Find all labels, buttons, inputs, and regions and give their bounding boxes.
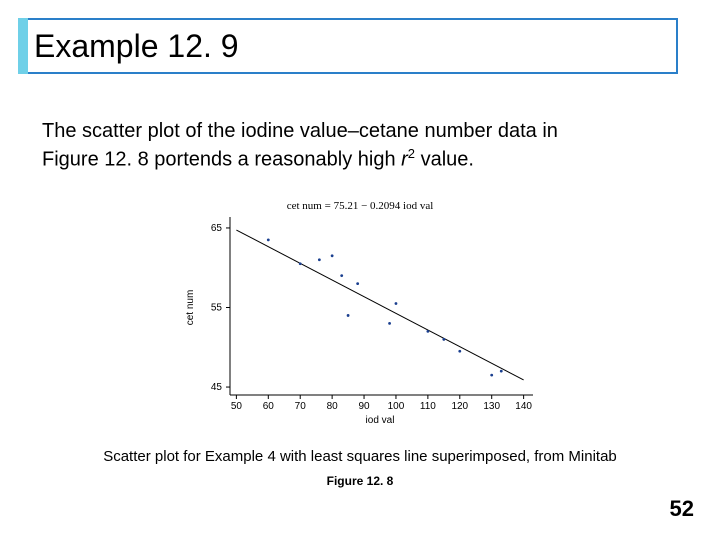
svg-text:65: 65	[211, 223, 223, 234]
body-paragraph: The scatter plot of the iodine value–cet…	[42, 118, 672, 174]
svg-text:110: 110	[420, 401, 436, 412]
svg-text:80: 80	[327, 401, 339, 412]
plot-area: 50 60 70 80 90 100 110 120 130 140 45 55 65 iod val ce…	[185, 217, 533, 426]
svg-text:120: 120	[451, 401, 468, 412]
slide-title: Example 12. 9	[34, 28, 239, 65]
title-accent	[18, 18, 28, 74]
svg-text:50: 50	[231, 401, 243, 412]
svg-text:100: 100	[388, 401, 405, 412]
figure-caption: Scatter plot for Example 4 with least sq…	[0, 448, 720, 465]
body-line-2a: Figure 12. 8 portends a reasonably high	[42, 149, 401, 171]
page-number: 52	[670, 496, 694, 522]
svg-text:90: 90	[358, 401, 370, 412]
svg-text:cet num: cet num	[185, 290, 196, 326]
body-line-2b: value.	[415, 149, 474, 171]
svg-text:45: 45	[211, 382, 223, 393]
svg-text:130: 130	[483, 401, 500, 412]
body-line-1: The scatter plot of the iodine value–cet…	[42, 120, 558, 142]
svg-text:iod val: iod val	[366, 415, 395, 426]
title-box: Example 12. 9	[18, 18, 678, 74]
svg-text:60: 60	[263, 401, 275, 412]
scatter-chart: cet num = 75.21 − 0.2094 iod val 50 60 70 8…	[175, 195, 545, 430]
r-exponent: 2	[408, 146, 415, 161]
svg-text:55: 55	[211, 303, 223, 314]
figure-label: Figure 12. 8	[0, 474, 720, 488]
svg-text:70: 70	[295, 401, 307, 412]
chart-svg: cet num = 75.21 − 0.2094 iod val 50 60 70 8…	[175, 195, 545, 430]
svg-text:140: 140	[515, 401, 532, 412]
regression-equation: cet num = 75.21 − 0.2094 iod val	[287, 200, 434, 212]
r-variable: r	[401, 149, 408, 171]
